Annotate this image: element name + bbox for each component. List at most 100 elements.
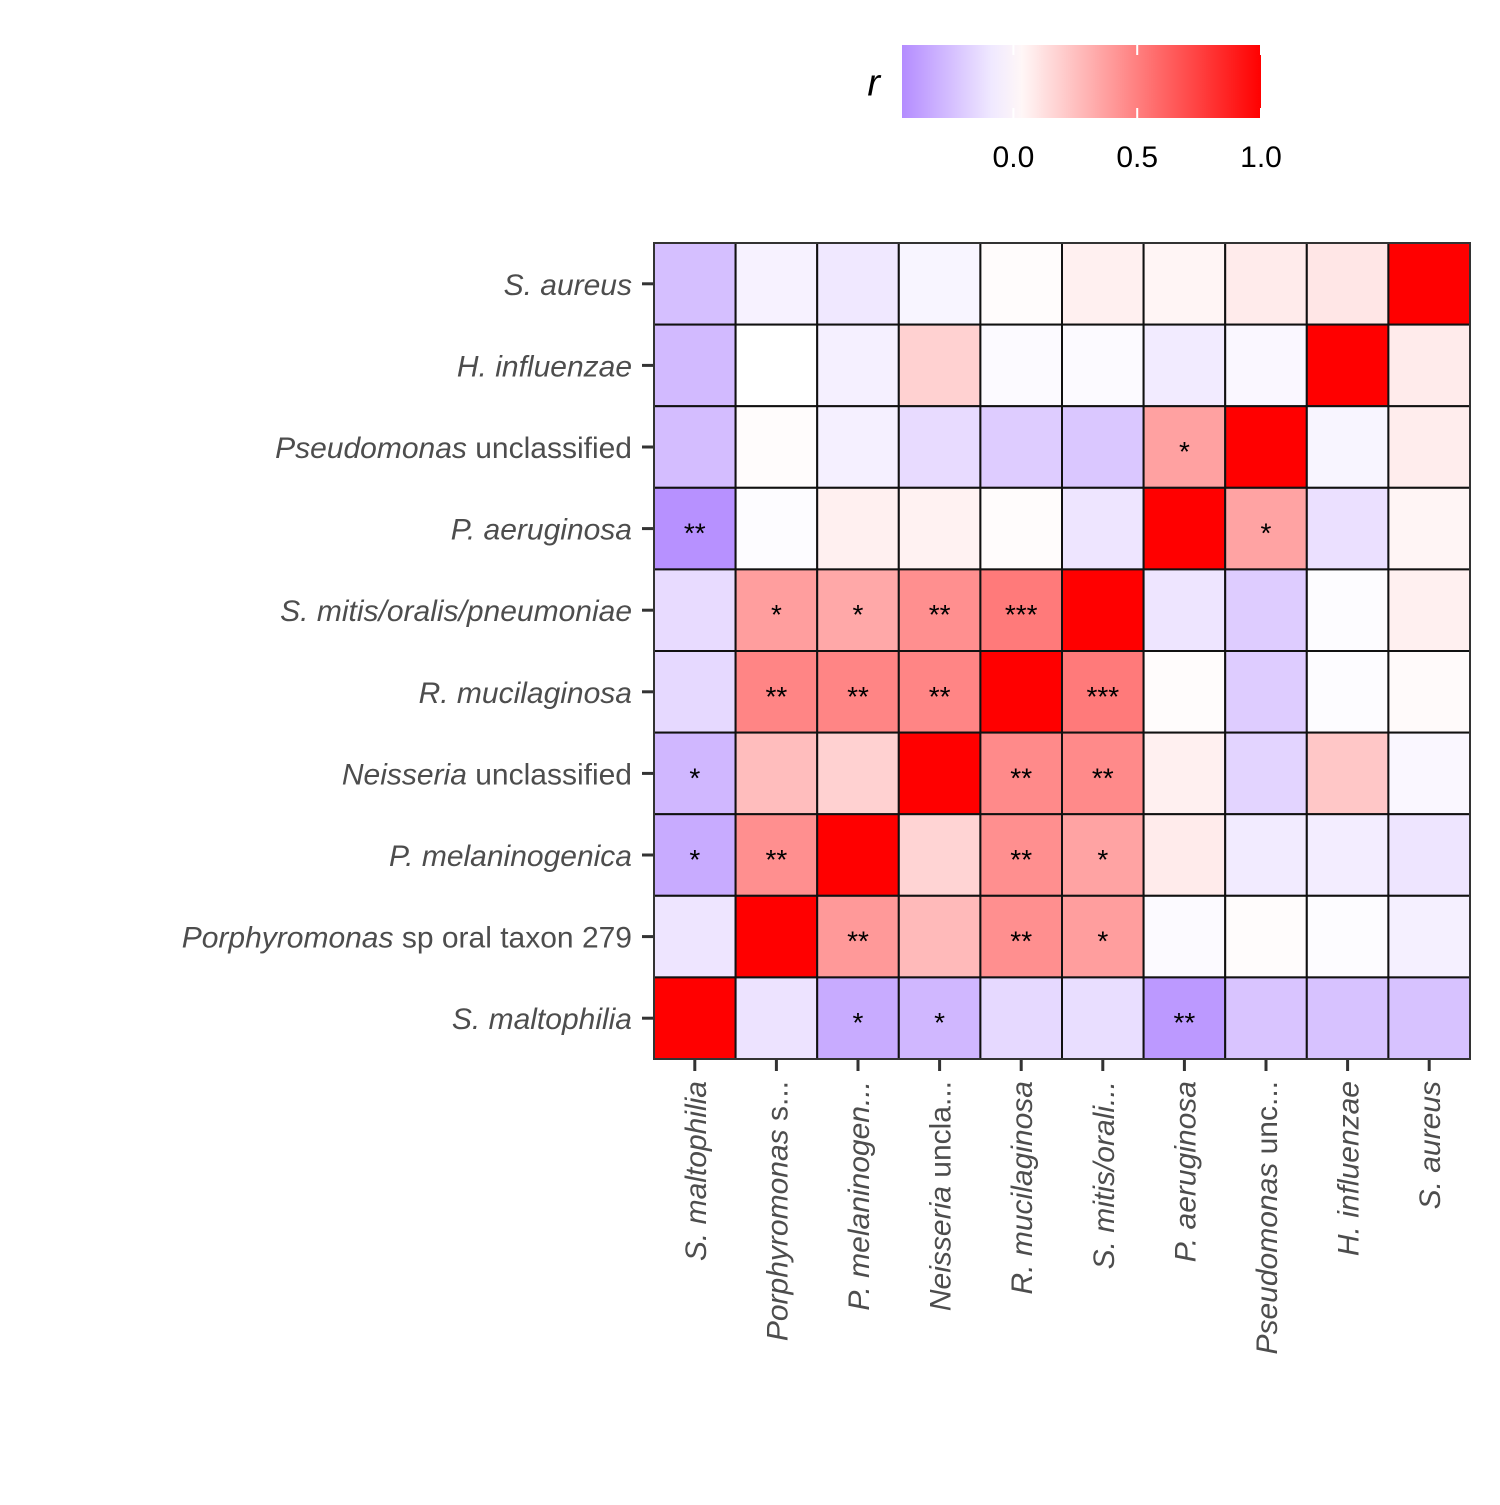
heatmap-cell	[1387, 976, 1472, 1061]
heatmap-cell	[1061, 242, 1145, 326]
heatmap-cell	[1142, 813, 1227, 897]
heatmap-cell	[1061, 568, 1145, 653]
significance-label: **	[766, 681, 788, 712]
significance-label: *	[934, 1007, 945, 1038]
heatmap-cell	[1061, 323, 1145, 408]
x-axis-labels: S. maltophilia Porphyromonas s... P. melan…	[680, 1059, 1447, 1355]
heatmap-cell	[1387, 405, 1472, 489]
heatmap-cell	[897, 242, 982, 326]
y-axis-labels: S. aureus H. influenzae Pseudomonas unclas…	[182, 269, 654, 1036]
heatmap-cell	[734, 405, 819, 489]
significance-label: ***	[1005, 599, 1038, 630]
heatmap-cell	[734, 894, 819, 979]
y-tick-label: Pseudomonas unclassified	[275, 432, 632, 465]
significance-label: **	[847, 681, 869, 712]
legend-tick-label: 0.0	[993, 141, 1035, 174]
y-tick-label: S. maltophilia	[452, 1003, 632, 1036]
heatmap-cell	[1305, 976, 1390, 1061]
y-tick-label: Porphyromonas sp oral taxon 279	[182, 922, 632, 955]
legend-title: r	[867, 63, 881, 105]
y-tick-label: S. aureus	[504, 269, 632, 302]
significance-label: **	[929, 599, 951, 630]
heatmap-cell	[1305, 568, 1390, 653]
heatmap-cell	[897, 813, 982, 897]
significance-label: *	[689, 844, 700, 875]
heatmap-cell	[1142, 242, 1227, 326]
x-tick-label: Pseudomonas unc...	[1251, 1081, 1284, 1355]
heatmap-cell	[1061, 405, 1145, 489]
significance-label: *	[689, 762, 700, 793]
significance-label: *	[771, 599, 782, 630]
heatmap-cell	[1387, 731, 1472, 816]
heatmap-cell	[1142, 486, 1227, 571]
heatmap-cell	[897, 894, 982, 979]
grid-border	[653, 242, 1471, 1060]
heatmap-cell	[1224, 242, 1308, 326]
heatmap-cell	[897, 731, 982, 816]
x-tick-label: Neisseria uncla...	[925, 1081, 958, 1311]
heatmap-cell	[979, 486, 1064, 571]
heatmap-cell	[897, 405, 982, 489]
heatmap-cell	[979, 242, 1064, 326]
heatmap-cell	[816, 568, 900, 653]
x-tick-label: H. influenzae	[1333, 1081, 1366, 1256]
heatmap-cell	[734, 486, 819, 571]
heatmap-cell	[897, 568, 982, 653]
heatmap-cell	[734, 650, 819, 734]
y-tick-label: P. melaninogenica	[389, 840, 632, 873]
heatmap-cell	[816, 486, 900, 571]
heatmap-cell	[1387, 894, 1472, 979]
heatmap-cell	[979, 976, 1064, 1061]
heatmap-cell	[1224, 650, 1308, 734]
heatmap-cell	[1224, 405, 1308, 489]
x-tick-label: Porphyromonas s...	[761, 1081, 794, 1341]
heatmap-cell	[653, 650, 737, 734]
x-tick-label: P. aeruginosa	[1169, 1081, 1202, 1262]
heatmap-cell	[1142, 731, 1227, 816]
heatmap-cell	[816, 323, 900, 408]
significance-label: **	[1010, 762, 1032, 793]
y-tick-label: P. aeruginosa	[451, 514, 632, 547]
heatmap-cell	[897, 976, 982, 1061]
heatmap-cell	[1305, 242, 1390, 326]
x-tick-label: R. mucilaginosa	[1006, 1081, 1039, 1294]
heatmap-cell	[897, 486, 982, 571]
heatmap-cell	[1305, 650, 1390, 734]
heatmap-cell	[1224, 568, 1308, 653]
significance-label: **	[929, 681, 951, 712]
heatmap-cell	[1305, 323, 1390, 408]
heatmap-cell	[979, 323, 1064, 408]
significance-label: **	[766, 844, 788, 875]
heatmap-cell	[1224, 731, 1308, 816]
x-tick-label: P. melaninogen...	[843, 1081, 876, 1311]
heatmap-cell	[1061, 486, 1145, 571]
heatmap-cell	[1142, 650, 1227, 734]
legend-colorbar	[902, 45, 1261, 118]
heatmap-cell	[1061, 813, 1145, 897]
heatmap-cell	[1387, 650, 1472, 734]
heatmap-cell	[816, 813, 900, 897]
y-tick-label: Neisseria unclassified	[342, 758, 632, 791]
heatmap-cell	[1142, 976, 1227, 1061]
heatmap-cell	[816, 242, 900, 326]
heatmap-cell	[1305, 731, 1390, 816]
significance-label: *	[1179, 436, 1190, 467]
heatmap-cell	[653, 731, 737, 816]
significance-label: **	[1010, 926, 1032, 957]
significance-label: **	[1010, 844, 1032, 875]
heatmap-cell	[1305, 894, 1390, 979]
heatmap-cell	[1387, 568, 1472, 653]
heatmap-cell	[979, 568, 1064, 653]
heatmap-cell	[1305, 405, 1390, 489]
heatmap-cell	[1061, 650, 1145, 734]
heatmap-cell	[979, 650, 1064, 734]
y-tick-label: H. influenzae	[457, 350, 632, 383]
y-tick-label: R. mucilaginosa	[419, 677, 632, 710]
legend-tick-label: 0.5	[1116, 141, 1158, 174]
heatmap-cell	[1224, 813, 1308, 897]
significance-label: **	[684, 518, 706, 549]
significance-label: **	[1092, 762, 1114, 793]
heatmap-cell	[816, 731, 900, 816]
